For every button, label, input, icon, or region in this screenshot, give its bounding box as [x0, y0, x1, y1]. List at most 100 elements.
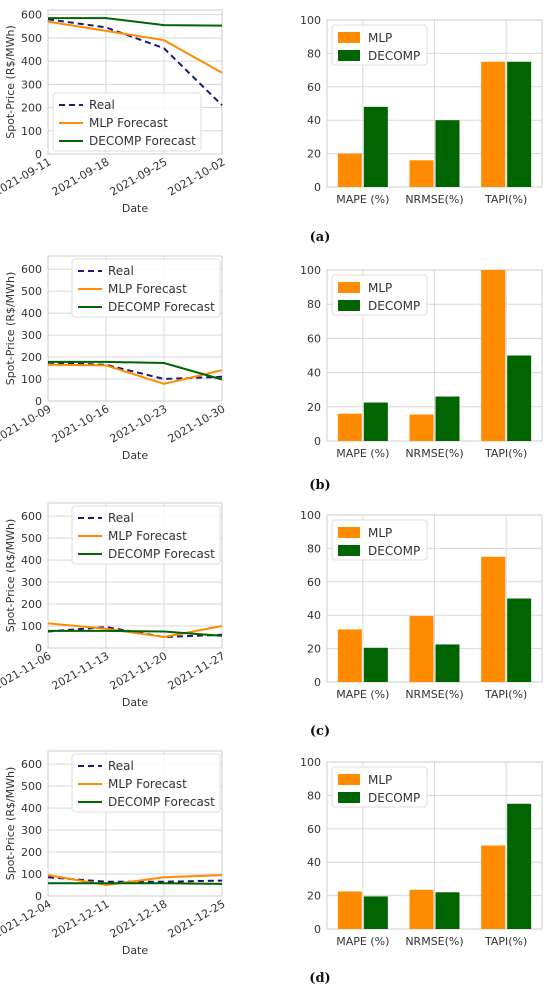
legend-swatch — [338, 527, 360, 538]
x-tick-label: 2021-11-20 — [108, 649, 170, 692]
y-tick-label: 80 — [307, 47, 321, 60]
x-tick-label: 2021-10-30 — [166, 402, 228, 445]
y-tick-label: 200 — [21, 102, 42, 115]
legend-label: DECOMP Forecast — [89, 134, 196, 148]
y-tick-label: 60 — [307, 576, 321, 589]
y-tick-label: 100 — [300, 14, 321, 27]
x-axis-label: Date — [122, 944, 149, 957]
legend-label: Real — [108, 759, 134, 773]
bar-mlp — [481, 270, 506, 441]
bar-decomp — [435, 892, 460, 929]
y-axis-label: Spot-Price (R$/MWh) — [4, 767, 17, 881]
y-tick-label: 0 — [314, 676, 321, 689]
x-tick-label: 2021-12-04 — [0, 897, 53, 940]
bar-decomp — [363, 402, 388, 441]
x-tick-label: TAPI(%) — [484, 688, 527, 701]
plot-frame — [326, 514, 543, 683]
x-tick-label: 2021-10-23 — [108, 402, 170, 445]
bar-decomp — [435, 396, 460, 441]
y-tick-label: 400 — [21, 55, 42, 68]
y-tick-label: 300 — [21, 78, 42, 91]
y-tick-label: 400 — [21, 802, 42, 815]
series-line-real — [47, 18, 223, 106]
x-tick-label: NRMSE(%) — [405, 193, 463, 206]
legend-label: MLP — [368, 526, 392, 540]
y-tick-label: 500 — [21, 285, 42, 298]
bar-mlp — [481, 61, 506, 187]
plot-frame — [47, 502, 223, 649]
y-tick-label: 600 — [21, 758, 42, 771]
y-tick-label: 40 — [307, 367, 321, 380]
bar-mlp — [337, 153, 362, 187]
legend-box — [71, 753, 221, 813]
series-line-mlp-forecast — [47, 363, 223, 385]
y-tick-label: 500 — [21, 532, 42, 545]
x-tick-label: 2021-10-16 — [50, 402, 112, 445]
bar-mlp — [337, 413, 362, 441]
y-tick-label: 0 — [314, 181, 321, 194]
plot-frame — [47, 750, 223, 897]
y-tick-label: 300 — [21, 576, 42, 589]
bar-decomp — [435, 644, 460, 682]
x-tick-label: 2021-11-27 — [166, 649, 228, 692]
y-tick-label: 300 — [21, 824, 42, 837]
plot-frame — [326, 19, 543, 188]
x-tick-label: NRMSE(%) — [405, 447, 463, 460]
x-tick-label: TAPI(%) — [484, 193, 527, 206]
legend-label: MLP — [368, 773, 392, 787]
y-tick-label: 100 — [21, 868, 42, 881]
x-tick-label: 2021-12-18 — [108, 897, 170, 940]
bar-decomp — [507, 355, 532, 441]
y-tick-label: 600 — [21, 9, 42, 22]
plot-frame — [326, 761, 543, 930]
bar-decomp — [507, 803, 532, 929]
legend-label: MLP Forecast — [108, 282, 187, 296]
legend-swatch — [338, 792, 360, 803]
legend-swatch — [338, 50, 360, 61]
legend-swatch — [338, 774, 360, 785]
legend-box — [71, 505, 221, 565]
y-tick-label: 400 — [21, 307, 42, 320]
series-line-decomp-forecast — [48, 17, 223, 27]
y-tick-label: 80 — [307, 789, 321, 802]
legend-label: DECOMP — [368, 49, 420, 63]
bar-mlp — [481, 556, 506, 682]
legend-label: DECOMP Forecast — [108, 547, 215, 561]
x-tick-label: TAPI(%) — [484, 935, 527, 948]
y-tick-label: 40 — [307, 114, 321, 127]
y-tick-label: 100 — [21, 620, 42, 633]
y-tick-label: 300 — [21, 329, 42, 342]
y-tick-label: 60 — [307, 332, 321, 345]
x-tick-label: NRMSE(%) — [405, 935, 463, 948]
panel-caption: (d) — [309, 971, 330, 986]
x-tick-label: 2021-12-25 — [166, 897, 228, 940]
y-tick-label: 20 — [307, 643, 321, 656]
legend-swatch — [338, 32, 360, 43]
panel-caption: (a) — [310, 230, 331, 245]
y-tick-label: 100 — [300, 509, 321, 522]
x-tick-label: MAPE (%) — [336, 447, 389, 460]
legend-label: DECOMP Forecast — [108, 795, 215, 809]
bar-mlp — [481, 845, 506, 929]
bar-mlp — [409, 616, 434, 682]
x-tick-label: TAPI(%) — [484, 447, 527, 460]
bar-mlp — [337, 629, 362, 682]
y-tick-label: 0 — [35, 890, 42, 903]
plot-frame — [47, 255, 223, 402]
x-tick-label: 2021-10-02 — [166, 155, 228, 198]
legend-label: Real — [108, 264, 134, 278]
x-tick-label: 2021-09-25 — [108, 155, 170, 198]
bar-decomp — [363, 896, 388, 929]
bar-mlp — [409, 889, 434, 929]
x-axis-label: Date — [122, 696, 149, 709]
legend-label: MLP Forecast — [89, 116, 168, 130]
legend-label: MLP Forecast — [108, 529, 187, 543]
x-tick-label: MAPE (%) — [336, 193, 389, 206]
bar-mlp — [409, 414, 434, 441]
legend-label: DECOMP — [368, 544, 420, 558]
y-tick-label: 100 — [300, 264, 321, 277]
y-tick-label: 20 — [307, 148, 321, 161]
y-tick-label: 200 — [21, 846, 42, 859]
series-line-mlp-forecast — [47, 874, 223, 887]
